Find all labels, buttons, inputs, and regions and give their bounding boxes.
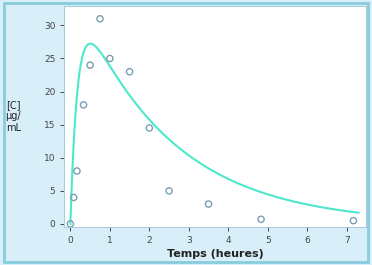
Point (74, 169, 80, 173)
Point (166, 189, 172, 193)
Point (126, 70, 132, 74)
X-axis label: Temps (heures): Temps (heures) (167, 249, 264, 259)
Point (350, 219, 356, 223)
Point (107, 56, 113, 61)
Point (81, 103, 87, 107)
Point (97, 17, 103, 21)
Point (87, 63, 93, 67)
Point (146, 126, 152, 130)
Point (67, 222, 73, 226)
Point (71, 195, 77, 200)
Point (206, 202, 212, 206)
Y-axis label: [C]
µg/
mL: [C] µg/ mL (6, 100, 21, 133)
Point (258, 217, 264, 222)
